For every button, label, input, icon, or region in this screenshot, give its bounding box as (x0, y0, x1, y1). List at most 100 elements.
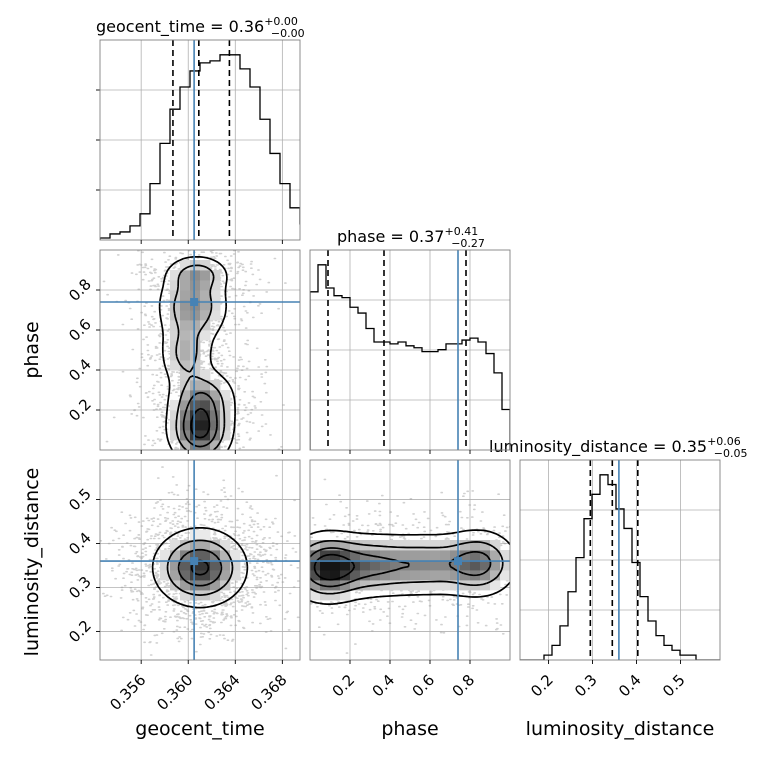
density-cell (180, 280, 191, 291)
density-cell (180, 580, 191, 591)
density-cell (210, 560, 221, 571)
density-cell (190, 280, 201, 291)
xticks-phase: 0.2 0.4 0.6 0.8 (329, 660, 478, 701)
density-cell (180, 330, 191, 341)
density-cell (170, 400, 181, 411)
density-cell (180, 560, 191, 571)
density-cell (310, 580, 321, 591)
xtick-label-phase-1: 0.4 (369, 671, 399, 701)
density-cell (320, 580, 331, 591)
panel-content (310, 460, 510, 660)
panel-phase-vs-geocent-time: 0.2 0.4 0.6 0.8 (65, 249, 301, 451)
density-cell (490, 550, 501, 561)
yaxis-title-phase: phase (21, 321, 43, 378)
contour-level-1 (310, 539, 504, 595)
density-cell (500, 550, 510, 561)
density-cell (440, 580, 451, 591)
density-cell (200, 570, 211, 581)
density-cell (210, 540, 221, 551)
density-cell (370, 560, 381, 571)
ytick-label-luminosity_distance-3: 0.5 (65, 485, 95, 515)
histogram-luminosity_distance (520, 474, 720, 660)
density-cell (350, 570, 361, 581)
density-cell (330, 580, 341, 591)
density-cell (210, 390, 221, 401)
density-cell (220, 390, 231, 401)
density-cell (470, 550, 481, 561)
panel-frame (309, 249, 511, 451)
density-cell (190, 350, 201, 361)
density-cell (180, 400, 191, 411)
density-cell (170, 300, 181, 311)
density-cell (170, 410, 181, 421)
density-cell (200, 330, 211, 341)
density-cell (180, 310, 191, 321)
truth-marker (190, 298, 199, 306)
density-cell (420, 570, 431, 581)
ytick-label-luminosity_distance-1: 0.3 (65, 573, 95, 603)
density-cell (210, 580, 221, 591)
density-cell (390, 550, 401, 561)
density-cell (200, 380, 211, 391)
yaxis-title-luminosity-distance: luminosity_distance (21, 468, 43, 657)
density-cell (410, 580, 421, 591)
density-cell (450, 560, 461, 571)
density-cell (170, 430, 181, 441)
density-cell (190, 370, 201, 381)
xaxis-title-geocent-time: geocent_time (135, 718, 264, 740)
density-cell (390, 540, 401, 551)
contour-level-2 (310, 547, 492, 588)
ytick-label-luminosity_distance-2: 0.4 (65, 529, 95, 559)
density-cell (330, 540, 341, 551)
xtick-label-geocent_time-0: 0.356 (106, 671, 149, 714)
density-cell (430, 540, 441, 551)
density-cell (340, 590, 351, 601)
contour-level-2 (177, 548, 223, 587)
density-cell (190, 380, 201, 391)
density-cell (180, 270, 191, 281)
density-cell (180, 570, 191, 581)
density-cell (170, 350, 181, 361)
density-cell (440, 560, 451, 571)
xtick-label-geocent_time-3: 0.368 (247, 671, 290, 714)
density-cell (320, 560, 331, 571)
density-cell (380, 560, 391, 571)
density-cell (210, 410, 221, 421)
contour-level-0 (158, 255, 236, 450)
density-cell (460, 570, 471, 581)
density-cell (500, 570, 510, 581)
density-cell (360, 560, 371, 571)
ytick-label-phase-2: 0.6 (65, 315, 95, 345)
xticks-luminosity_distance: 0.2 0.3 0.4 0.5 (527, 660, 689, 700)
density-cell (200, 560, 211, 571)
density-cell (480, 570, 491, 581)
density-cell (190, 420, 201, 431)
density-cell (170, 280, 181, 291)
panel-frame (99, 459, 301, 661)
density-cell (330, 590, 341, 601)
density-cell (220, 410, 231, 421)
density-cell (170, 360, 181, 371)
density-cell (160, 570, 171, 581)
density-cell (420, 580, 431, 591)
density-cell (190, 330, 201, 341)
density-cell (170, 570, 181, 581)
density-cell (200, 550, 211, 561)
density-cell (210, 270, 221, 281)
density-cell (220, 550, 231, 561)
density-cell (210, 290, 221, 301)
density-cell (440, 550, 451, 561)
density-cell (380, 550, 391, 561)
density-cell (450, 550, 461, 561)
density-cell (220, 560, 231, 571)
density-cell (170, 340, 181, 351)
density-cell (210, 420, 221, 431)
density-cell (400, 550, 411, 561)
histogram-geocent_time (100, 54, 300, 240)
density-cell (310, 570, 321, 581)
density-cell (210, 310, 221, 321)
density-cell (370, 550, 381, 561)
density-cell (390, 570, 401, 581)
density-cell (180, 340, 191, 351)
